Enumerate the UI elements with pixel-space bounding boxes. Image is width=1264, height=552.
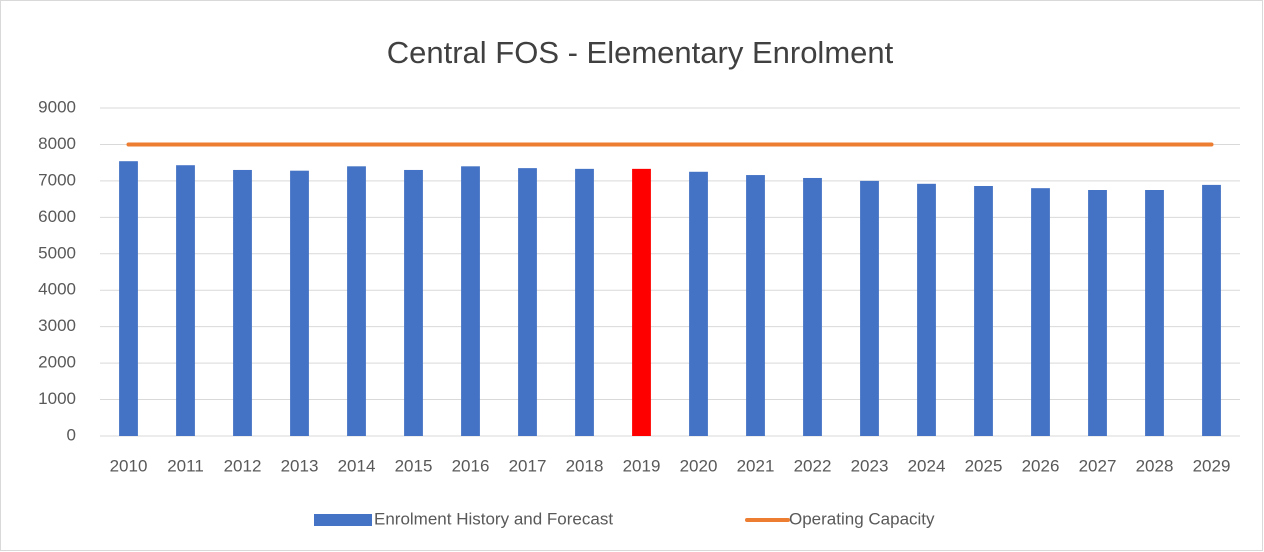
bar [518, 168, 537, 436]
bar [1031, 188, 1050, 436]
x-tick-label: 2028 [1136, 456, 1174, 475]
bar [119, 161, 138, 436]
y-tick-label: 9000 [38, 97, 76, 116]
y-tick-label: 3000 [38, 316, 76, 335]
x-tick-label: 2021 [737, 456, 775, 475]
bar [575, 168, 594, 436]
bar [290, 170, 309, 436]
y-tick-label: 7000 [38, 170, 76, 189]
y-tick-label: 5000 [38, 243, 76, 262]
x-tick-label: 2016 [452, 456, 490, 475]
bar [233, 169, 252, 436]
x-tick-label: 2020 [680, 456, 718, 475]
x-tick-label: 2029 [1193, 456, 1231, 475]
x-tick-label: 2012 [224, 456, 262, 475]
x-tick-label: 2019 [623, 456, 661, 475]
bar [347, 166, 366, 437]
x-tick-label: 2010 [110, 456, 148, 475]
y-tick-label: 6000 [38, 207, 76, 226]
bar [803, 177, 822, 436]
bar [632, 168, 651, 436]
bar [860, 180, 879, 436]
x-tick-label: 2017 [509, 456, 547, 475]
x-tick-label: 2018 [566, 456, 604, 475]
x-tick-label: 2024 [908, 456, 946, 475]
bar [176, 165, 195, 436]
x-tick-label: 2022 [794, 456, 832, 475]
bar [404, 169, 423, 436]
legend-label: Enrolment History and Forecast [374, 509, 613, 528]
bar [461, 166, 480, 437]
y-tick-label: 4000 [38, 280, 76, 299]
legend-label: Operating Capacity [789, 509, 935, 528]
bar [974, 185, 993, 436]
bar [917, 183, 936, 436]
y-tick-label: 2000 [38, 353, 76, 372]
x-tick-label: 2015 [395, 456, 433, 475]
y-tick-label: 8000 [38, 134, 76, 153]
x-tick-label: 2011 [167, 456, 204, 475]
x-tick-label: 2025 [965, 456, 1003, 475]
bar [1088, 190, 1107, 436]
chart-title: Central FOS - Elementary Enrolment [387, 35, 894, 70]
bar [689, 171, 708, 436]
y-tick-label: 1000 [38, 389, 76, 408]
x-tick-label: 2014 [338, 456, 376, 475]
bar [1202, 184, 1221, 436]
legend-swatch [314, 514, 372, 526]
x-tick-label: 2023 [851, 456, 889, 475]
x-tick-label: 2027 [1079, 456, 1117, 475]
x-tick-label: 2013 [281, 456, 319, 475]
x-tick-label: 2026 [1022, 456, 1060, 475]
bar [1145, 190, 1164, 436]
bar [746, 175, 765, 436]
y-tick-label: 0 [67, 425, 76, 444]
